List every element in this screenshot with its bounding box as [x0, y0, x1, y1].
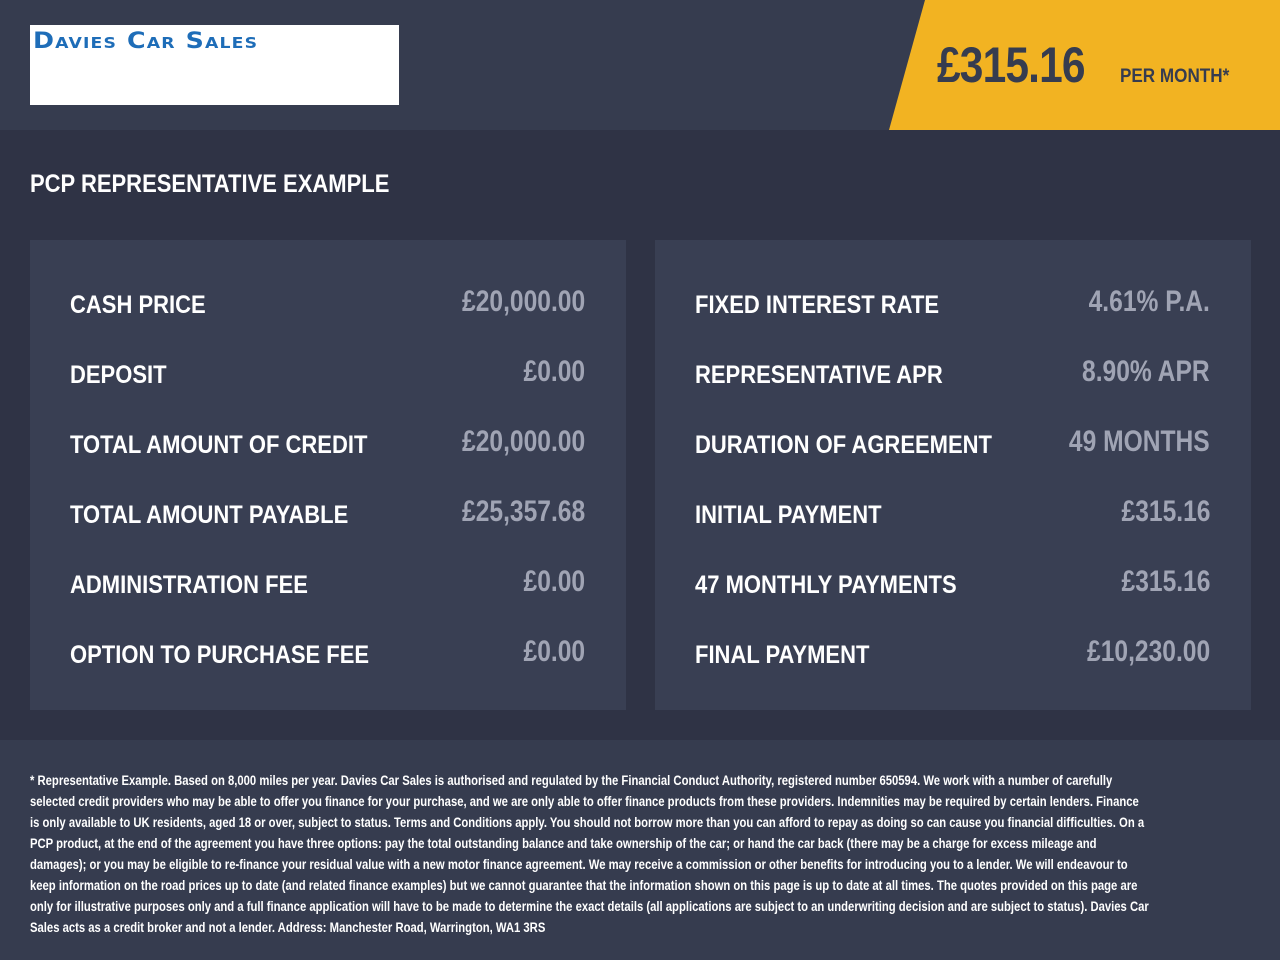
finance-row-initial-payment: INITIAL PAYMENT £315.16 — [695, 495, 1210, 535]
right-finance-panel: FIXED INTEREST RATE 4.61% P.A. REPRESENTA… — [655, 240, 1251, 710]
row-label: 47 MONTHLY PAYMENTS — [695, 571, 957, 599]
finance-row-purchase-fee: OPTION TO PURCHASE FEE £0.00 — [70, 635, 585, 675]
row-label: ADMINISTRATION FEE — [70, 571, 308, 599]
finance-row-interest-rate: FIXED INTEREST RATE 4.61% P.A. — [695, 285, 1210, 325]
row-label: TOTAL AMOUNT OF CREDIT — [70, 431, 368, 459]
finance-row-admin-fee: ADMINISTRATION FEE £0.00 — [70, 565, 585, 605]
row-label: OPTION TO PURCHASE FEE — [70, 641, 370, 669]
footer: * Representative Example. Based on 8,000… — [0, 740, 1280, 960]
row-label: CASH PRICE — [70, 291, 206, 319]
dealer-logo: Davies Car Sales — [30, 25, 399, 105]
monthly-price-banner: £315.16 PER MONTH* — [889, 0, 1280, 130]
row-value: 49 MONTHS — [1069, 425, 1210, 458]
row-label: FINAL PAYMENT — [695, 641, 870, 669]
per-month-label: PER MONTH* — [1120, 66, 1230, 87]
finance-row-final-payment: FINAL PAYMENT £10,230.00 — [695, 635, 1210, 675]
left-finance-panel: CASH PRICE £20,000.00 DEPOSIT £0.00 TOTAL … — [30, 240, 626, 710]
row-value: 4.61% P.A. — [1088, 285, 1210, 318]
row-value: £20,000.00 — [461, 425, 585, 458]
finance-row-total-payable: TOTAL AMOUNT PAYABLE £25,357.68 — [70, 495, 585, 535]
row-label: DURATION OF AGREEMENT — [695, 431, 992, 459]
row-value: £25,357.68 — [461, 495, 585, 528]
logo-text: Davies Car Sales — [33, 29, 259, 54]
row-label: TOTAL AMOUNT PAYABLE — [70, 501, 349, 529]
row-value: £0.00 — [523, 635, 585, 668]
row-value: 8.90% APR — [1082, 355, 1210, 388]
finance-row-monthly-payments: 47 MONTHLY PAYMENTS £315.16 — [695, 565, 1210, 605]
row-value: £0.00 — [523, 565, 585, 598]
finance-row-duration: DURATION OF AGREEMENT 49 MONTHS — [695, 425, 1210, 465]
row-value: £315.16 — [1121, 495, 1210, 528]
row-value: £20,000.00 — [461, 285, 585, 318]
finance-row-deposit: DEPOSIT £0.00 — [70, 355, 585, 395]
page-title: PCP REPRESENTATIVE EXAMPLE — [30, 170, 390, 198]
finance-row-total-credit: TOTAL AMOUNT OF CREDIT £20,000.00 — [70, 425, 585, 465]
finance-row-apr: REPRESENTATIVE APR 8.90% APR — [695, 355, 1210, 395]
row-label: DEPOSIT — [70, 361, 167, 389]
disclaimer-text: * Representative Example. Based on 8,000… — [30, 773, 1149, 935]
finance-row-cash-price: CASH PRICE £20,000.00 — [70, 285, 585, 325]
row-value: £0.00 — [523, 355, 585, 388]
row-value: £315.16 — [1121, 565, 1210, 598]
row-label: REPRESENTATIVE APR — [695, 361, 943, 389]
row-label: INITIAL PAYMENT — [695, 501, 882, 529]
row-label: FIXED INTEREST RATE — [695, 291, 940, 319]
header: Davies Car Sales £315.16 PER MONTH* — [0, 0, 1280, 130]
monthly-price: £315.16 — [937, 37, 1086, 93]
row-value: £10,230.00 — [1086, 635, 1210, 668]
